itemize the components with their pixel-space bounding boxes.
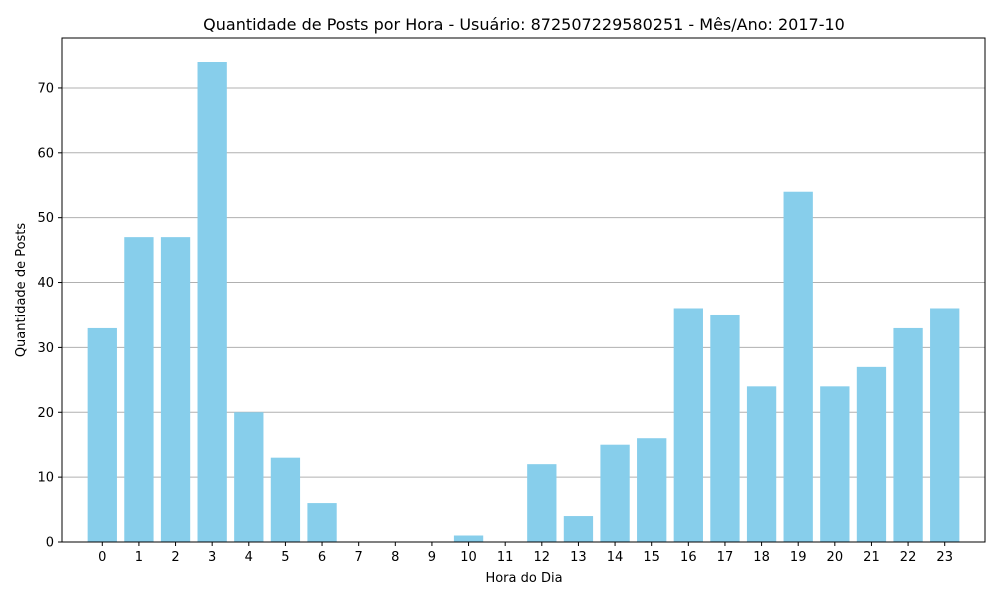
y-axis-label: Quantidade de Posts — [14, 223, 29, 358]
x-tick-label: 3 — [208, 550, 216, 565]
bar-hour-10 — [453, 535, 484, 542]
y-axis-ticks: 0 10 20 30 40 50 60 70 — [37, 81, 62, 551]
y-tick-label: 50 — [37, 211, 54, 226]
bar-hour-20 — [820, 386, 850, 542]
x-axis-label: Hora do Dia — [485, 571, 562, 586]
x-tick-label: 4 — [245, 550, 253, 565]
bar-hour-12 — [527, 464, 557, 542]
bar-hour-6 — [307, 503, 337, 542]
x-tick-label: 22 — [900, 550, 917, 565]
x-tick-label: 1 — [135, 550, 143, 565]
bar-hour-14 — [600, 444, 630, 542]
bar-hour-15 — [637, 438, 667, 542]
y-tick-label: 40 — [37, 276, 54, 291]
x-tick-label: 15 — [643, 550, 660, 565]
x-tick-label: 5 — [281, 550, 289, 565]
bar-hour-18 — [746, 386, 777, 542]
x-tick-label: 21 — [863, 550, 880, 565]
x-tick-label: 13 — [570, 550, 587, 565]
x-tick-label: 10 — [460, 550, 477, 565]
x-tick-label: 8 — [391, 550, 399, 565]
x-tick-label: 16 — [680, 550, 697, 565]
x-tick-label: 17 — [717, 550, 734, 565]
y-tick-label: 70 — [37, 81, 54, 96]
x-tick-label: 18 — [753, 550, 770, 565]
x-tick-label: 14 — [607, 550, 624, 565]
plot-frame — [61, 37, 986, 543]
bar-hour-3 — [197, 62, 227, 542]
x-tick-label: 7 — [355, 550, 363, 565]
bar-hour-21 — [856, 366, 887, 542]
x-tick-label: 11 — [497, 550, 514, 565]
y-tick-label: 30 — [37, 341, 54, 356]
bar-hour-16 — [673, 308, 703, 542]
chart-title: Quantidade de Posts por Hora - Usuário: … — [203, 15, 845, 34]
bar-hour-17 — [710, 314, 740, 542]
bar-hour-0 — [87, 327, 117, 542]
x-tick-label: 20 — [827, 550, 844, 565]
x-tick-label: 23 — [936, 550, 953, 565]
bar-hour-2 — [160, 237, 191, 542]
bars — [87, 62, 960, 542]
x-tick-label: 2 — [171, 550, 179, 565]
y-tick-label: 60 — [37, 146, 54, 161]
x-tick-label: 6 — [318, 550, 326, 565]
bar-hour-4 — [234, 412, 264, 542]
y-tick-label: 10 — [37, 471, 54, 486]
y-tick-label: 20 — [37, 406, 54, 421]
x-tick-label: 19 — [790, 550, 807, 565]
bar-hour-22 — [893, 327, 923, 542]
bar-hour-23 — [930, 308, 960, 542]
bar-hour-19 — [783, 191, 813, 542]
x-tick-label: 9 — [428, 550, 436, 565]
x-axis-ticks: 0 1 2 3 4 5 6 7 8 9 10 11 12 13 14 15 16 17 18 19 20 21 22 23 — [98, 542, 953, 565]
x-tick-label: 0 — [98, 550, 106, 565]
bar-hour-13 — [563, 516, 594, 542]
x-tick-label: 12 — [534, 550, 551, 565]
bar-hour-5 — [270, 457, 301, 542]
bar-hour-1 — [124, 237, 154, 542]
y-tick-label: 0 — [46, 536, 54, 551]
